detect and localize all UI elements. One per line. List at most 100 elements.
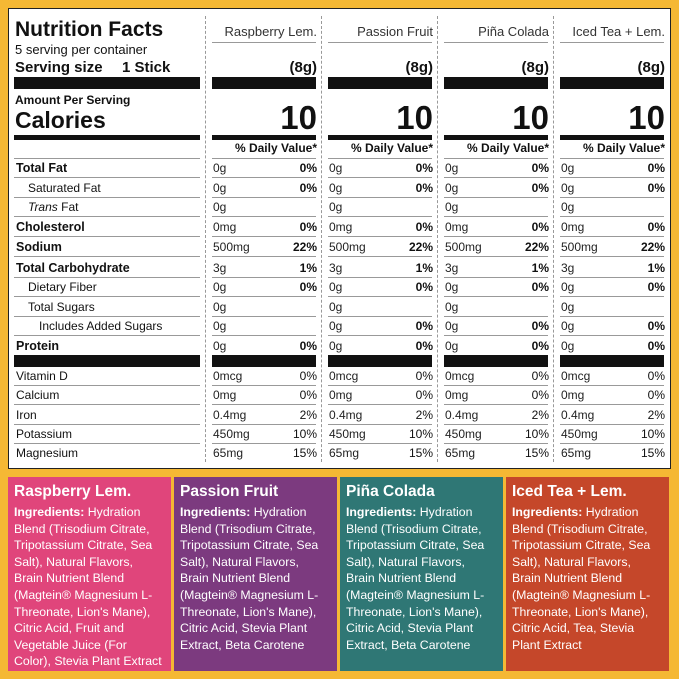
row-line <box>328 236 432 237</box>
thick-bar <box>14 77 200 89</box>
nutrient-name: Protein <box>16 338 60 353</box>
calories-value: 10 <box>280 99 317 137</box>
amount: 0g <box>445 318 459 333</box>
row-line <box>212 42 316 43</box>
ingredients-heading: Ingredients: <box>512 505 583 519</box>
daily-value: 0% <box>531 279 549 294</box>
amount: 450mg <box>329 426 366 441</box>
serving-weight: (8g) <box>289 59 318 76</box>
nutrient-name: Magnesium <box>16 445 79 460</box>
daily-value: 22% <box>640 239 665 254</box>
amount: 3g <box>213 260 227 275</box>
amount: 0.4mg <box>445 407 479 422</box>
row-line <box>444 42 548 43</box>
amount: 0mg <box>213 219 237 234</box>
daily-value: 1% <box>415 260 433 275</box>
daily-value: 1% <box>647 260 665 275</box>
nutrient-name: Total Fat <box>16 160 68 175</box>
amount: 0mg <box>329 387 353 402</box>
nutrient-name: Cholesterol <box>16 219 85 234</box>
row-line <box>328 335 432 336</box>
nutrient-name: Potassium <box>16 426 73 441</box>
serving-size-label: Serving size <box>15 59 103 76</box>
medium-bar <box>444 135 548 140</box>
amount: 500mg <box>445 239 482 254</box>
amount: 0.4mg <box>561 407 595 422</box>
daily-value-label: % Daily Value* <box>350 140 433 155</box>
nutrient-name: Vitamin D <box>16 368 68 383</box>
row-line <box>328 216 432 217</box>
thick-bar <box>444 77 548 89</box>
ingredient-box: Raspberry Lem. Ingredients: Hydration Ble… <box>8 477 171 671</box>
row-line <box>560 296 664 297</box>
ingredient-title: Raspberry Lem. <box>14 483 132 500</box>
nutrient-name: Total Sugars <box>28 299 95 314</box>
row-line <box>444 404 548 405</box>
daily-value: 0% <box>531 318 549 333</box>
row-line <box>328 256 432 257</box>
daily-value: 0% <box>415 368 433 383</box>
row-line <box>212 277 316 278</box>
daily-value: 0% <box>531 368 549 383</box>
ingredient-title: Piña Colada <box>346 483 435 500</box>
amount-per-serving: Amount Per Serving <box>15 92 131 107</box>
daily-value: 0% <box>531 180 549 195</box>
column-divider <box>321 16 322 462</box>
amount: 0g <box>445 338 459 353</box>
ingredient-box: Passion Fruit Ingredients: Hydration Blen… <box>174 477 337 671</box>
daily-value: 15% <box>408 445 433 460</box>
row-line <box>14 296 200 297</box>
amount: 0g <box>329 279 343 294</box>
thick-bar <box>444 355 548 367</box>
row-line <box>14 256 200 257</box>
amount: 0g <box>561 279 575 294</box>
daily-value: 15% <box>524 445 549 460</box>
row-line <box>14 424 200 425</box>
amount: 0g <box>561 299 575 314</box>
daily-value: 0% <box>415 338 433 353</box>
amount: 0g <box>213 199 227 214</box>
daily-value: 0% <box>531 219 549 234</box>
row-line <box>14 216 200 217</box>
daily-value: 0% <box>299 338 317 353</box>
amount: 0mg <box>445 387 469 402</box>
amount: 0g <box>561 160 575 175</box>
row-line <box>444 236 548 237</box>
ingredients-heading: Ingredients: <box>180 505 251 519</box>
amount: 500mg <box>561 239 598 254</box>
medium-bar <box>328 135 432 140</box>
row-line <box>212 197 316 198</box>
amount: 0mg <box>561 387 585 402</box>
ingredients-heading: Ingredients: <box>346 505 417 519</box>
amount: 0g <box>213 180 227 195</box>
serving-size: 1 Stick <box>122 59 171 76</box>
row-line <box>444 316 548 317</box>
column-divider <box>205 16 206 462</box>
daily-value: 0% <box>299 387 317 402</box>
amount: 0g <box>561 180 575 195</box>
panel-title: Nutrition Facts <box>15 18 164 42</box>
daily-value: 1% <box>299 260 317 275</box>
row-line <box>444 158 548 159</box>
daily-value-label: % Daily Value* <box>234 140 317 155</box>
amount: 0mcg <box>445 368 475 383</box>
column-divider <box>437 16 438 462</box>
row-line <box>212 335 316 336</box>
row-line <box>560 177 664 178</box>
amount: 65mg <box>445 445 476 460</box>
nutrient-name: Total Carbohydrate <box>16 260 130 275</box>
daily-value: 0% <box>299 160 317 175</box>
row-line <box>14 443 200 444</box>
amount: 500mg <box>329 239 366 254</box>
serving-weight: (8g) <box>521 59 550 76</box>
ingredient-title: Passion Fruit <box>180 483 279 500</box>
row-line <box>328 197 432 198</box>
amount: 0g <box>561 338 575 353</box>
amount: 0g <box>329 199 343 214</box>
ingredients: Hydration Blend (Trisodium Citrate, Trip… <box>346 505 485 652</box>
daily-value: 0% <box>415 180 433 195</box>
amount: 0mg <box>213 387 237 402</box>
row-line <box>14 385 200 386</box>
ingredient-box: Piña Colada Ingredients: Hydration Blend … <box>340 477 503 671</box>
